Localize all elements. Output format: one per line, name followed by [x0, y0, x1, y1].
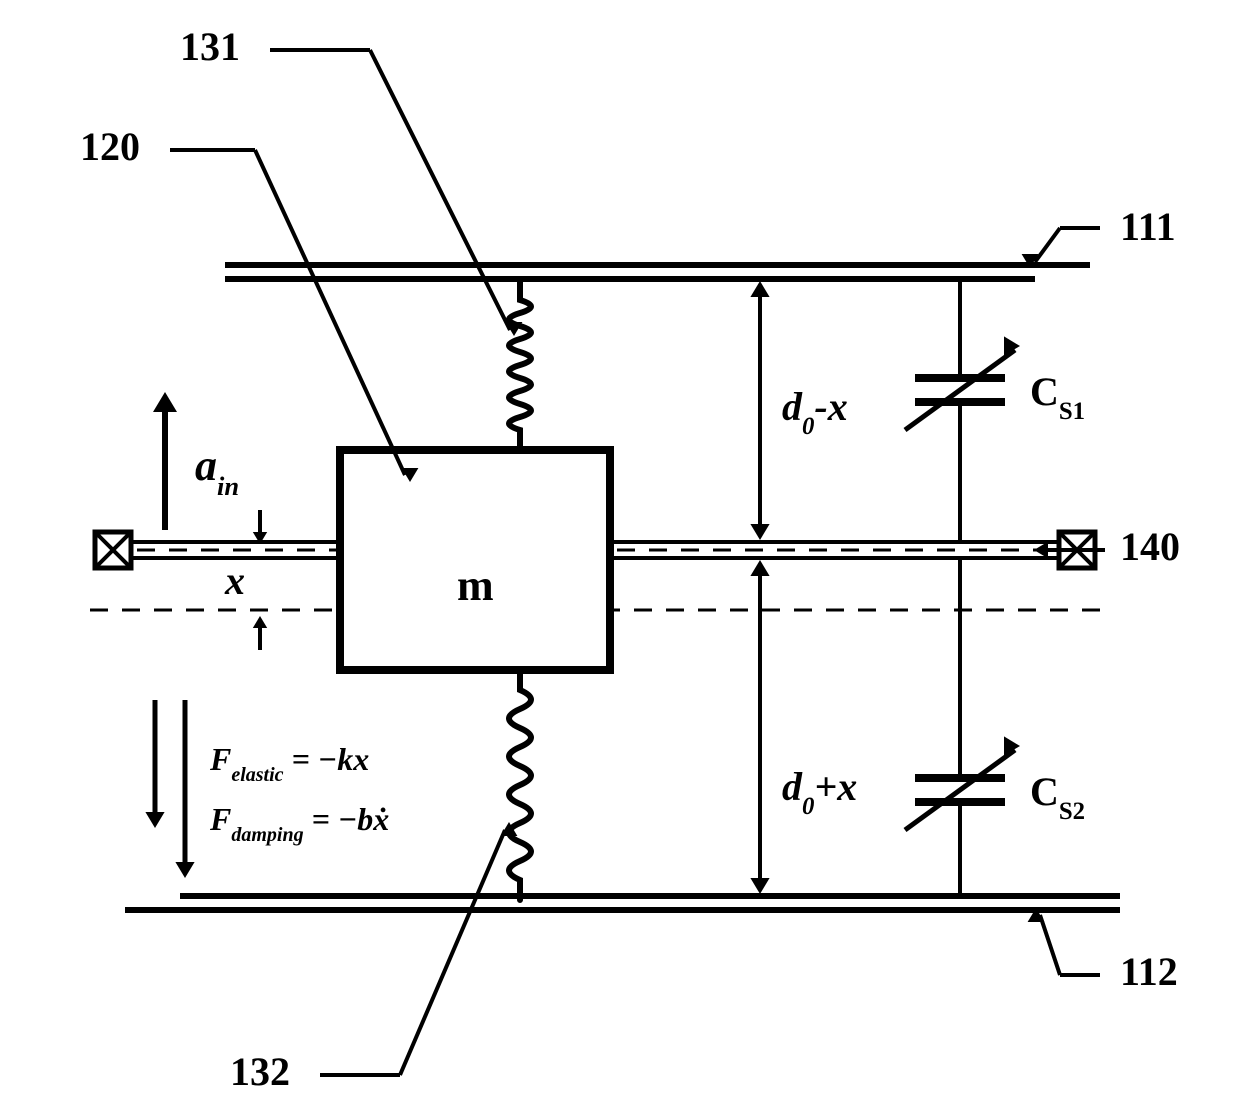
label-x: x: [224, 558, 245, 603]
proof-mass: m: [340, 450, 610, 670]
spring-bottom: [509, 670, 531, 900]
arrow-a-in: [153, 392, 177, 530]
ref-112: 112: [1120, 949, 1178, 994]
ref-111: 111: [1120, 204, 1176, 249]
label-a-in: ain: [195, 441, 239, 501]
label-d0-minus-x: d0-x: [782, 384, 848, 440]
capacitor-cs1: [905, 279, 1020, 542]
label-f-damping: Fdamping = −bẋ: [209, 801, 389, 846]
label-d0-plus-x: d0+x: [782, 764, 857, 820]
spring-top: [509, 280, 531, 450]
ref-140: 140: [1120, 524, 1180, 569]
ref-131: 131: [180, 24, 240, 69]
displacement-x: [253, 510, 267, 650]
ref-132: 132: [230, 1049, 290, 1094]
bottom-plate: [125, 896, 1120, 910]
top-plate: [225, 265, 1090, 279]
force-arrows: [145, 700, 194, 878]
dimension-arrows: [750, 281, 769, 894]
mass-label: m: [457, 561, 494, 610]
label-cs1: CS1: [1030, 369, 1085, 425]
ref-120: 120: [80, 124, 140, 169]
label-cs2: CS2: [1030, 769, 1085, 825]
label-f-elastic: Felastic = −kx: [209, 741, 369, 786]
